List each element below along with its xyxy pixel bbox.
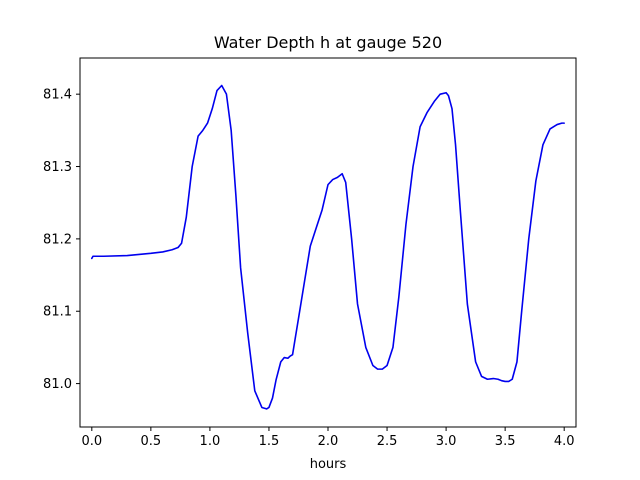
x-tick-label: 1.0 xyxy=(200,434,221,449)
y-tick-label: 81.1 xyxy=(43,305,72,320)
x-axis: 0.0 0.5 1.0 1.5 2.0 2.5 3.0 3.5 4.0 xyxy=(81,427,575,449)
x-tick-label: 0.0 xyxy=(81,434,102,449)
y-axis: 81.0 81.1 81.2 81.3 81.4 xyxy=(43,88,80,392)
y-tick-label: 81.2 xyxy=(43,232,72,247)
x-tick-label: 3.0 xyxy=(436,434,457,449)
x-axis-label: hours xyxy=(310,457,347,472)
x-tick-label: 1.5 xyxy=(259,434,280,449)
y-tick-label: 81.4 xyxy=(43,88,72,103)
x-tick-label: 4.0 xyxy=(554,434,575,449)
y-tick-label: 81.0 xyxy=(43,377,72,392)
x-tick-label: 2.5 xyxy=(377,434,398,449)
x-tick-label: 0.5 xyxy=(141,434,162,449)
plot-area xyxy=(79,57,577,428)
y-tick-label: 81.3 xyxy=(43,160,72,175)
x-tick-label: 3.5 xyxy=(495,434,516,449)
series-line-0 xyxy=(91,84,565,410)
chart-title: Water Depth h at gauge 520 xyxy=(214,33,442,52)
series-layer xyxy=(91,84,565,410)
plot-frame xyxy=(79,57,577,428)
x-tick-label: 2.0 xyxy=(318,434,339,449)
